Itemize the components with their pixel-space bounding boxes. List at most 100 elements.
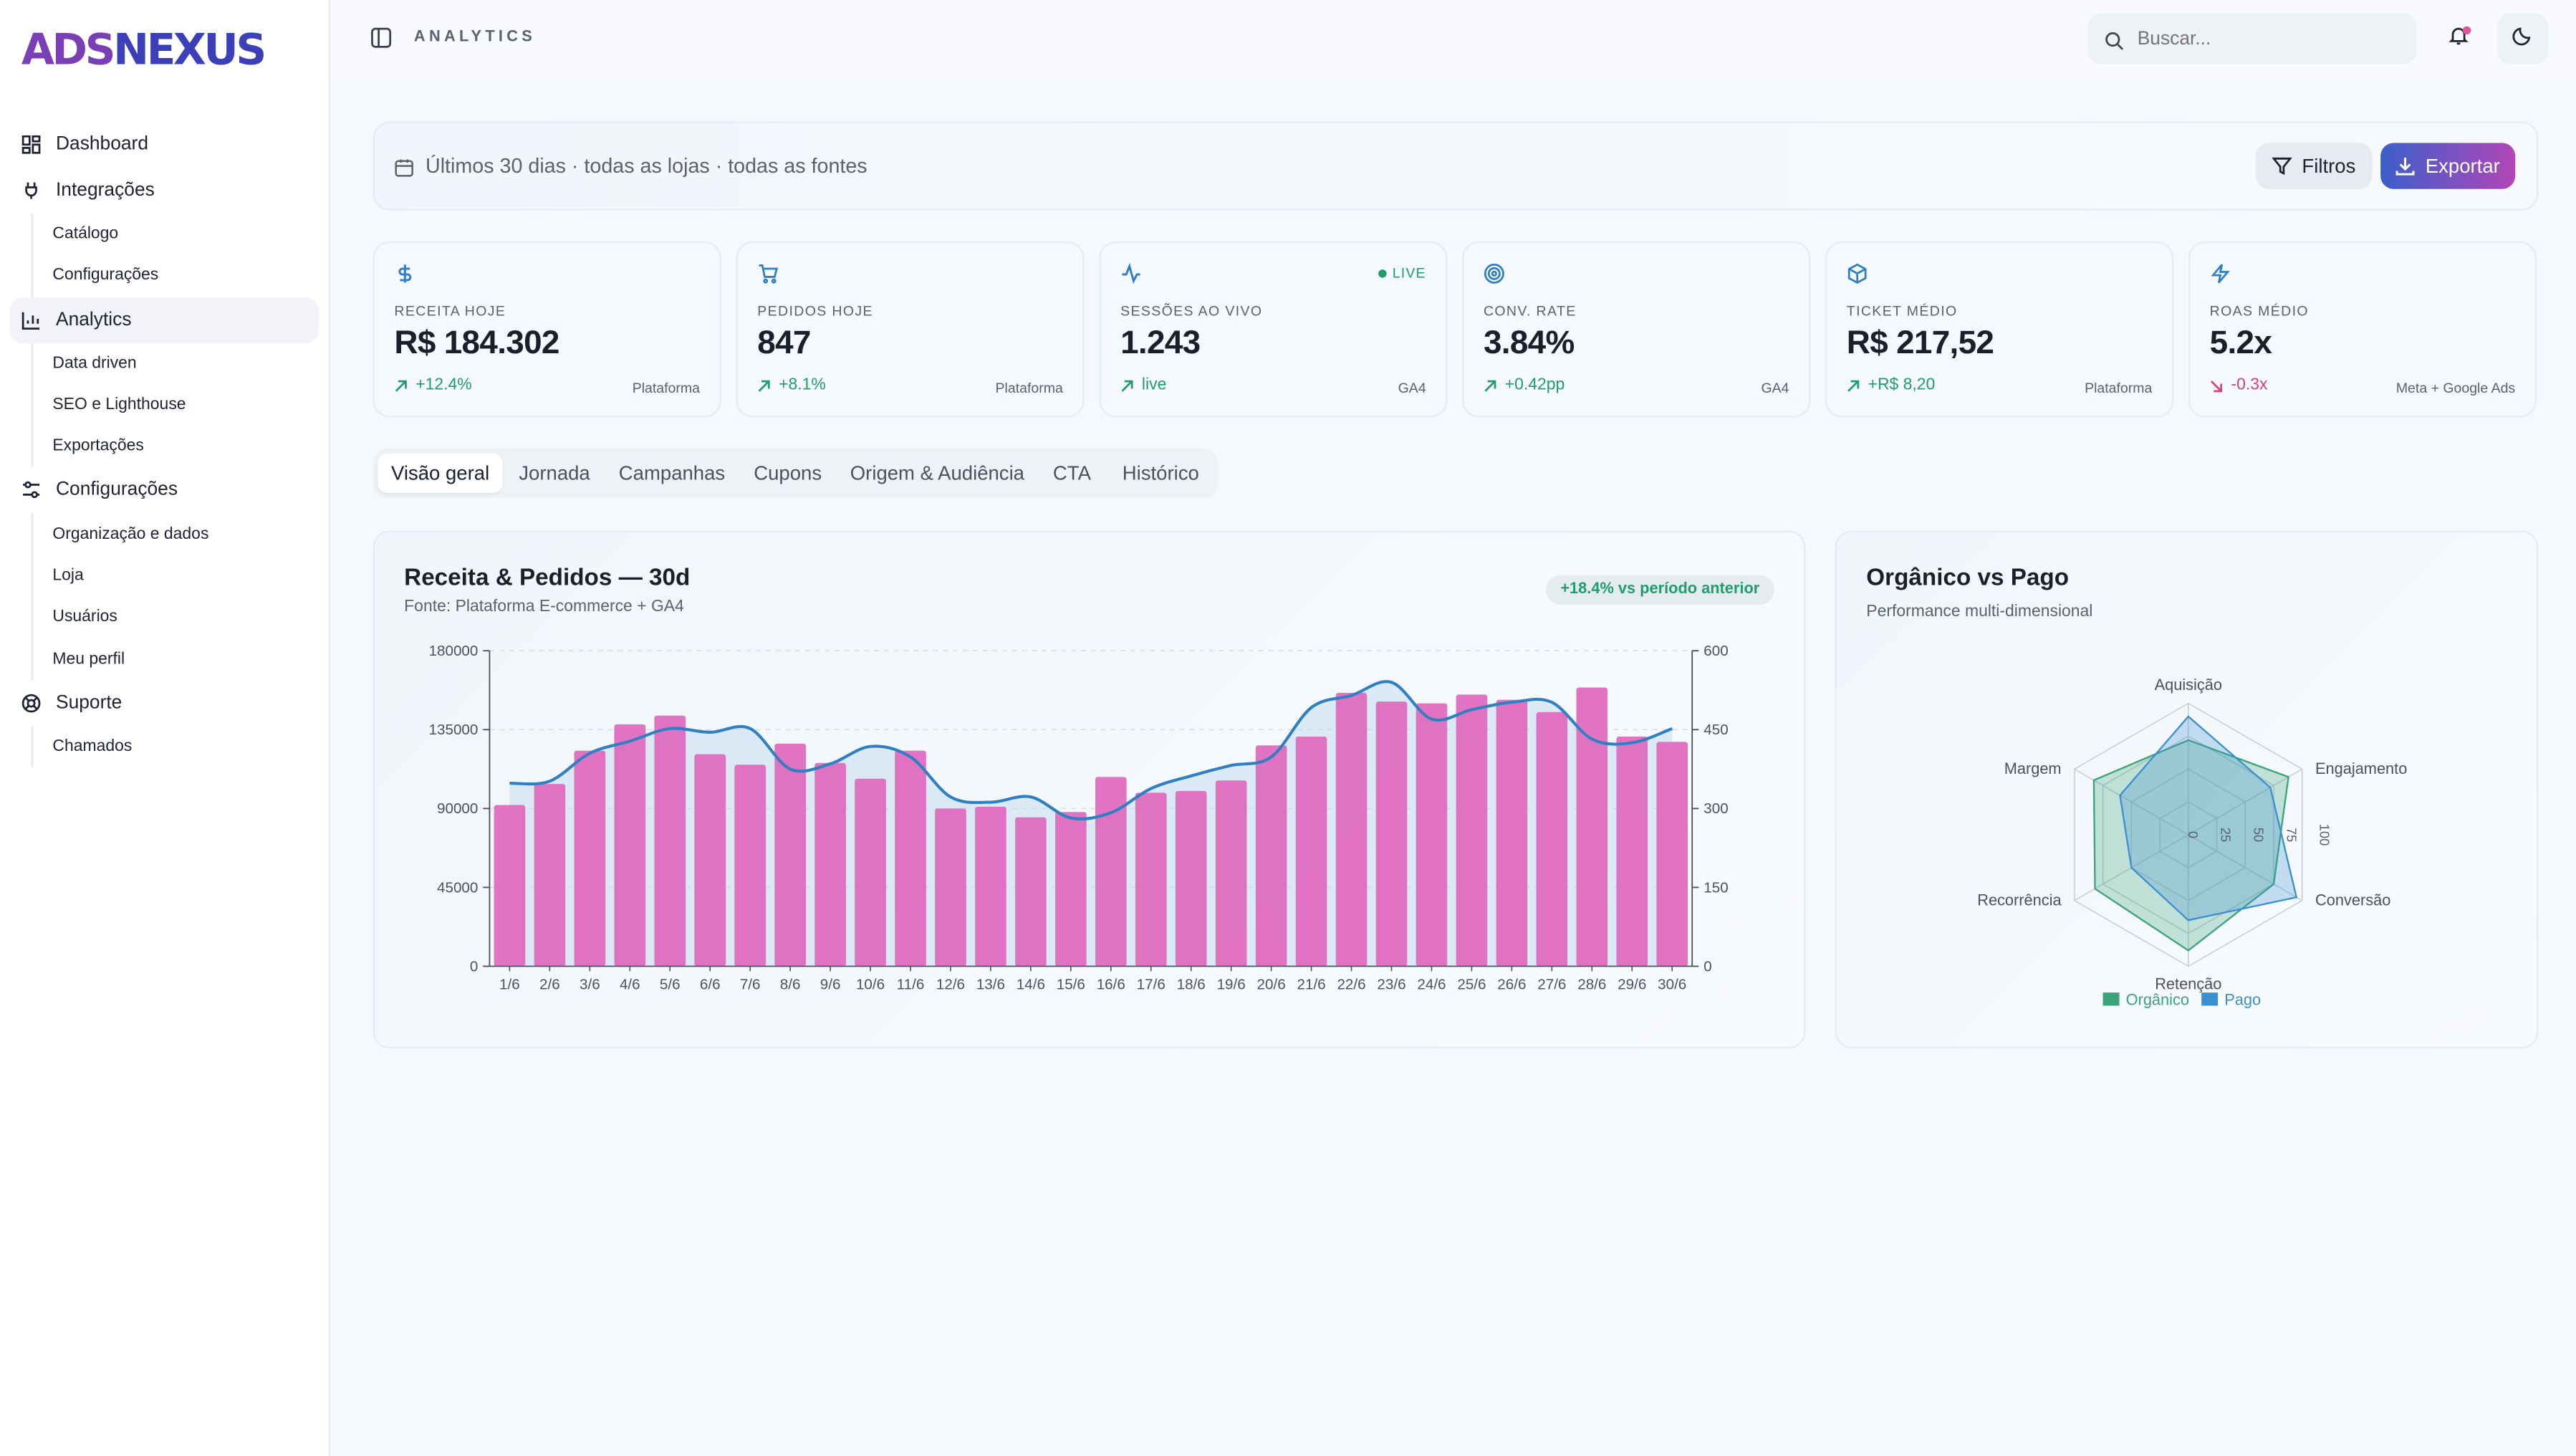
sidebar-submenu-analytics: Data driven SEO e Lighthouse Exportações [32, 343, 329, 467]
analytics-tabs: Visão geral Jornada Campanhas Cupons Ori… [373, 449, 1218, 498]
sidebar-item-dashboard[interactable]: Dashboard [0, 122, 329, 168]
search-box[interactable] [2088, 13, 2417, 64]
x-tick-label: 26/6 [1497, 977, 1526, 993]
bar-7/6 [734, 765, 766, 966]
filter-bar: Últimos 30 dias · todas as lojas · todas… [373, 122, 2539, 211]
y-right-tick-label: 0 [1703, 958, 1711, 974]
y-left-tick-label: 0 [470, 958, 478, 974]
radar-axis-label: Engajamento [2315, 760, 2407, 777]
kpi-label: ROAS MÉDIO [2210, 302, 2309, 319]
x-tick-label: 11/6 [897, 977, 925, 993]
bar-15/6 [1055, 812, 1087, 966]
bar-11/6 [895, 751, 926, 967]
kpi-change: +R$ 8,20 [1847, 376, 1936, 394]
x-tick-label: 6/6 [700, 977, 721, 993]
kpi-source: Plataforma [2085, 380, 2152, 396]
dollar-icon [394, 263, 415, 284]
kpi-label: PEDIDOS HOJE [757, 302, 873, 319]
y-right-tick-label: 150 [1703, 879, 1728, 896]
sidebar-toggle-icon[interactable] [370, 27, 393, 49]
bar-6/6 [694, 755, 726, 967]
notification-dot [2463, 27, 2471, 34]
export-button[interactable]: Exportar [2380, 143, 2515, 189]
x-tick-label: 9/6 [820, 977, 841, 993]
x-tick-label: 20/6 [1257, 977, 1286, 993]
tab-historico[interactable]: Histórico [1110, 454, 1211, 493]
sidebar-subitem-data-driven[interactable]: Data driven [33, 343, 329, 384]
plug-icon [21, 181, 42, 201]
kpi-source: GA4 [1398, 380, 1426, 396]
kpi-card-receita: RECEITA HOJE R$ 184.302 +12.4% Plataform… [373, 241, 721, 417]
trend-up-icon [1120, 379, 1133, 392]
notifications-button[interactable] [2436, 16, 2481, 61]
x-tick-label: 1/6 [499, 977, 520, 993]
filters-button[interactable]: Filtros [2256, 143, 2373, 189]
y-left-tick-label: 45000 [437, 879, 478, 896]
brand-logo-part2: NEXUS [113, 27, 264, 76]
trend-up-icon [1484, 379, 1496, 392]
sliders-icon [21, 481, 42, 501]
radar-tick-label: 0 [2186, 831, 2201, 838]
box-icon [1847, 263, 1868, 284]
x-tick-label: 22/6 [1337, 977, 1365, 993]
kpi-value: 847 [757, 325, 810, 363]
date-range-text[interactable]: Últimos 30 dias · todas as lojas · todas… [426, 155, 868, 178]
bar-27/6 [1537, 712, 1568, 967]
x-tick-label: 23/6 [1377, 977, 1405, 993]
bar-19/6 [1216, 780, 1247, 966]
search-input[interactable] [2134, 27, 2403, 50]
sidebar-subitem-configuracoes[interactable]: Configurações [33, 255, 329, 297]
sidebar-subitem-meu-perfil[interactable]: Meu perfil [33, 638, 329, 680]
tab-campanhas[interactable]: Campanhas [610, 454, 734, 493]
tab-cta[interactable]: CTA [1042, 454, 1102, 493]
x-tick-label: 7/6 [740, 977, 761, 993]
dashboard-icon [21, 135, 42, 155]
kpi-source: Plataforma [633, 380, 700, 396]
sidebar-item-analytics[interactable]: Analytics [10, 297, 319, 343]
kpi-label: SESSÕES AO VIVO [1120, 302, 1262, 319]
sidebar-nav: Dashboard Integrações Catálogo Configura… [0, 122, 329, 767]
calendar-icon [394, 156, 414, 176]
sidebar-subitem-catalogo[interactable]: Catálogo [33, 214, 329, 255]
sidebar-item-configuracoes[interactable]: Configurações [0, 467, 329, 513]
revenue-orders-card: Receita & Pedidos — 30d Fonte: Plataform… [373, 531, 1806, 1048]
legend-swatch-Orgânico [2103, 992, 2120, 1005]
tab-visao-geral[interactable]: Visão geral [378, 454, 502, 493]
target-icon [1484, 263, 1505, 284]
radar-axis-label: Margem [2004, 760, 2062, 777]
x-tick-label: 14/6 [1017, 977, 1045, 993]
filter-icon [2272, 156, 2292, 176]
sidebar-item-integracoes[interactable]: Integrações [0, 168, 329, 214]
kpi-change-text: +12.4% [415, 376, 471, 394]
x-tick-label: 13/6 [976, 977, 1005, 993]
sidebar-item-label: Dashboard [56, 135, 148, 155]
sidebar-subitem-organizacao[interactable]: Organização e dados [33, 514, 329, 555]
lifebuoy-icon [21, 693, 42, 713]
sidebar-subitem-exportacoes[interactable]: Exportações [33, 426, 329, 467]
bar-22/6 [1336, 693, 1368, 967]
x-tick-label: 29/6 [1618, 977, 1646, 993]
sidebar-item-suporte[interactable]: Suporte [0, 680, 329, 726]
bar-2/6 [534, 784, 566, 966]
sidebar-subitem-chamados[interactable]: Chamados [33, 726, 329, 767]
export-button-label: Exportar [2426, 155, 2500, 178]
tab-jornada[interactable]: Jornada [508, 454, 602, 493]
x-tick-label: 10/6 [856, 977, 885, 993]
sidebar-item-label: Suporte [56, 693, 122, 713]
tab-origem-audiencia[interactable]: Origem & Audiência [841, 454, 1033, 493]
sidebar-subitem-usuarios[interactable]: Usuários [33, 597, 329, 638]
bar-12/6 [935, 808, 966, 966]
x-tick-label: 12/6 [936, 977, 965, 993]
brand-logo-part1: ADS [21, 27, 113, 76]
sidebar-item-label: Integrações [56, 181, 155, 201]
legend-label: Orgânico [2126, 990, 2189, 1008]
radar-axis-label: Aquisição [2155, 676, 2222, 694]
sidebar-submenu-integracoes: Catálogo Configurações [32, 214, 329, 297]
activity-icon [1120, 263, 1142, 284]
tab-cupons[interactable]: Cupons [743, 454, 833, 493]
theme-toggle-button[interactable] [2497, 13, 2548, 64]
sidebar-subitem-seo-lighthouse[interactable]: SEO e Lighthouse [33, 384, 329, 426]
kpi-value: 3.84% [1484, 325, 1575, 363]
sidebar-subitem-loja[interactable]: Loja [33, 555, 329, 597]
